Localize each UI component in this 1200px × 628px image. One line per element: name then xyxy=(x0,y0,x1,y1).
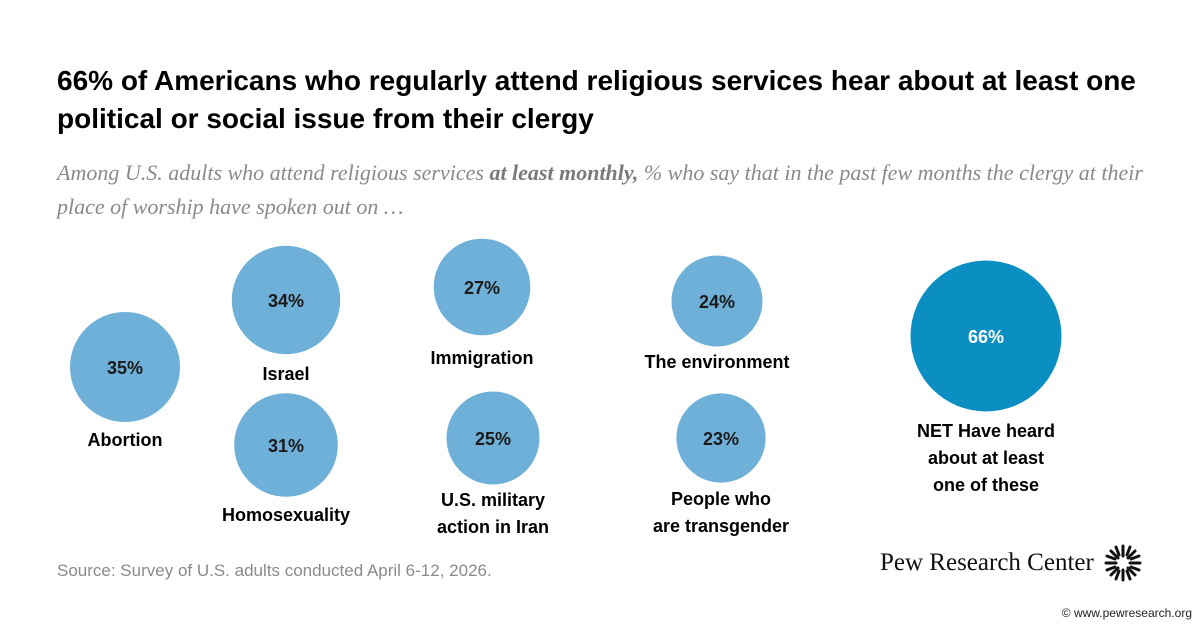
bubble-value-label: 24% xyxy=(699,292,735,312)
bubble-category-label: Homosexuality xyxy=(222,505,350,525)
pew-logo: Pew Research Center xyxy=(880,544,1142,582)
bubble xyxy=(234,393,338,497)
footer-url-text: www.pewresearch.org xyxy=(1073,606,1192,620)
bubble xyxy=(671,255,763,347)
bubble-category-label: The environment xyxy=(644,352,789,372)
copyright-icon: © xyxy=(1061,606,1071,620)
bubble-value-label: 35% xyxy=(107,358,143,378)
bubble-value-label: 66% xyxy=(968,327,1004,347)
bubble-category-label: Immigration xyxy=(430,348,533,368)
bubble xyxy=(231,245,341,355)
subtitle-text: Among U.S. adults who attend religious s… xyxy=(57,160,490,185)
bubble-category-label: U.S. military action in Iran xyxy=(437,490,549,537)
bubble-category-label: Abortion xyxy=(88,430,163,450)
bubble xyxy=(70,312,180,422)
bubble-value-label: 34% xyxy=(268,291,304,311)
bubble xyxy=(676,393,766,483)
brand-name: Pew Research Center xyxy=(880,549,1094,576)
bubble-category-label: People who are transgender xyxy=(653,489,789,536)
subtitle-text-continued: % who say that in the past few months th… xyxy=(57,160,1143,219)
bubble-category-label: NET Have heard about at least one of these xyxy=(917,421,1055,495)
bubble-value-label: 27% xyxy=(464,278,500,298)
footer-url: © www.pewresearch.org xyxy=(1062,606,1192,620)
bubble-value-label: 25% xyxy=(475,429,511,449)
bubble-value-label: 23% xyxy=(703,429,739,449)
pew-starburst-icon xyxy=(1104,544,1142,582)
subtitle-emphasis: at least monthly, xyxy=(489,160,639,185)
chart-subtitle: Among U.S. adults who attend religious s… xyxy=(57,156,1157,224)
bubble-net xyxy=(910,260,1062,412)
bubble xyxy=(446,391,540,485)
chart-title: 66% of Americans who regularly attend re… xyxy=(57,65,1136,134)
bubble xyxy=(433,238,531,336)
bubble-value-label: 31% xyxy=(268,436,304,456)
bubble-category-label: Israel xyxy=(262,364,309,384)
source-note: Source: Survey of U.S. adults conducted … xyxy=(57,561,492,580)
